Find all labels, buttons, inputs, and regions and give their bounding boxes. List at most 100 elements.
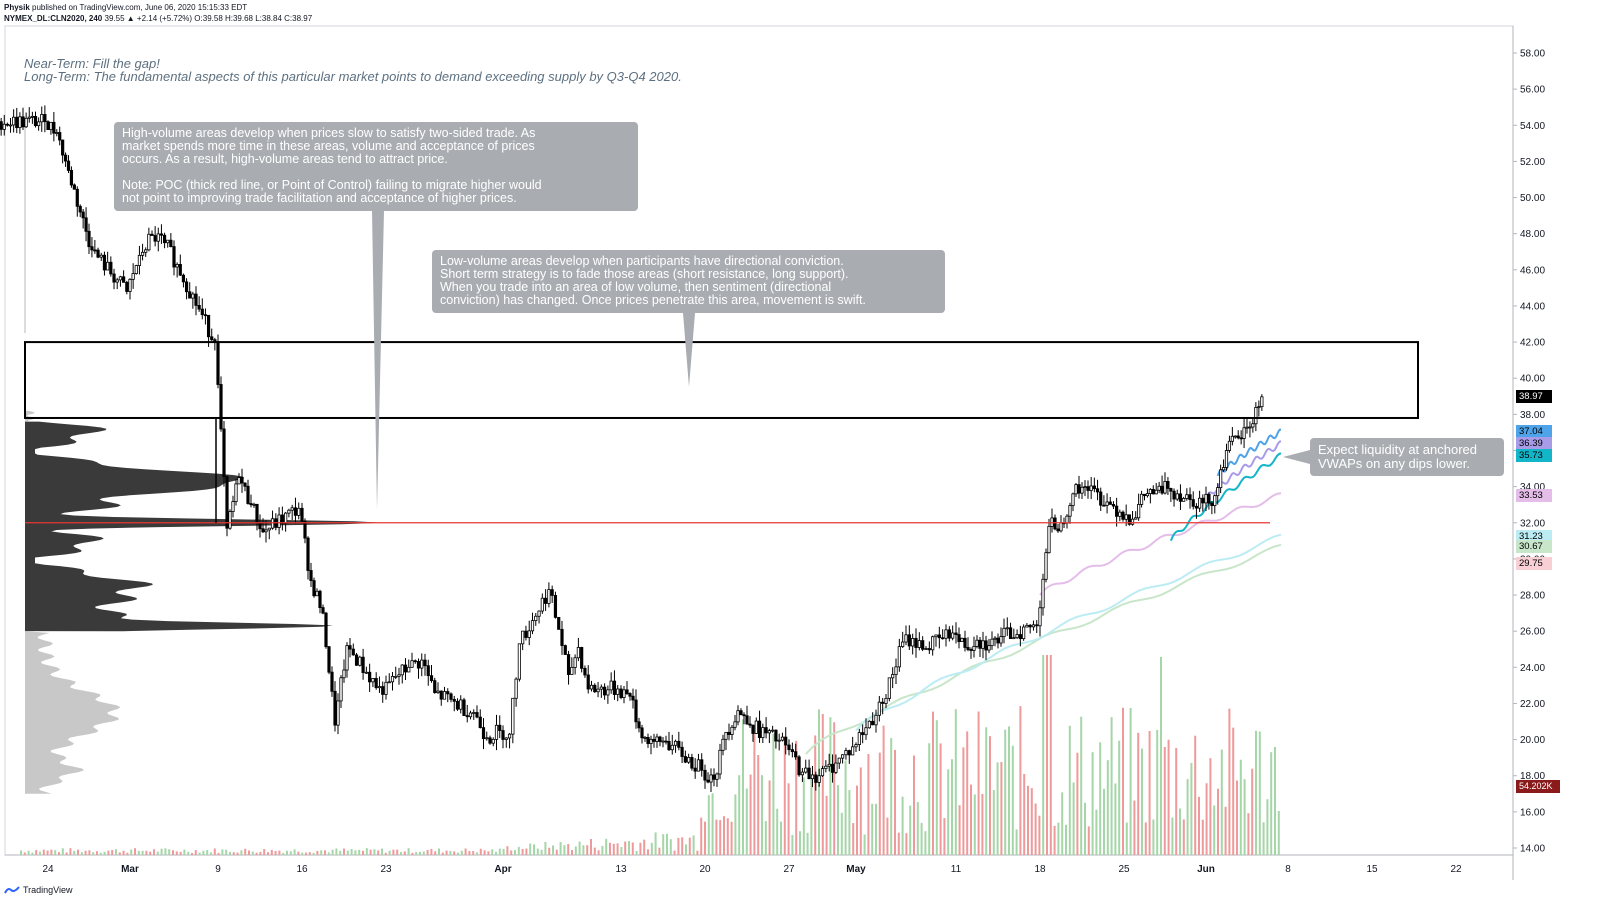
candle-body [854,744,858,748]
candle-body [1056,528,1060,532]
candle-body [557,616,561,630]
volume-bar [54,850,57,855]
candle-body [1233,435,1237,438]
volume-bar [1175,748,1178,855]
volume-bar [1068,725,1071,855]
candle-body [361,656,365,674]
candle-body [234,483,238,502]
volume-bar [1046,655,1048,855]
candle-body [847,750,851,756]
volume-bar [354,850,357,855]
tradingview-footer[interactable]: TradingView [4,885,73,895]
candle-body [881,701,885,704]
volume-bar [1091,752,1094,855]
candle-body [364,671,368,674]
candle-body [287,509,291,514]
volume-bar [339,850,342,855]
volume-bar [160,848,163,855]
volume-bar [422,851,425,855]
volume-bar [225,849,228,855]
volume-bar [282,852,285,855]
price-tick-label: 22.00 [1520,699,1545,710]
candle-body [125,281,129,292]
time-tick-label: 11 [951,864,962,875]
volume-bar [495,851,497,855]
candle-body [1254,407,1258,425]
candle-body [1134,517,1138,520]
candle-body [188,291,192,299]
candle-body [1099,491,1103,506]
candle-body [1175,493,1179,500]
candle-body [147,233,151,251]
candle-body [784,736,788,746]
candle-body [1002,627,1006,638]
candle-body [566,654,571,675]
candle-body [358,656,362,666]
candle-body [754,720,758,734]
volume-bar [194,850,197,855]
candle-body [144,249,148,253]
time-tick-label: Jun [1197,864,1215,875]
volume-bar [411,852,414,855]
time-axis: 24 Mar 9 16 23 Apr 13 20 27 May 11 18 25 Jun 8 15 22 [42,864,1462,875]
volume-bar [335,848,338,855]
volume-bar [825,795,828,855]
price-tick-label: 18.00 [1520,771,1545,782]
volume-bar [1065,824,1067,855]
candle-body [996,637,1000,644]
candle-body [206,314,211,338]
volume-bar [1049,655,1052,855]
candle-body [957,634,961,643]
candle-body [907,634,911,647]
candle-body [727,731,731,735]
candle-body [1022,626,1026,640]
volume-bar [620,847,623,855]
volume-bar [122,850,125,855]
candle-body [631,695,635,701]
candle-body [122,276,126,283]
volume-bar [840,812,843,855]
volume-bar [468,850,471,855]
volume-bar [388,850,391,855]
time-tick-label: 13 [615,864,627,875]
volume-bar [343,848,345,855]
candle-body [63,154,68,162]
candle-body [673,740,678,746]
candle-body [507,733,512,739]
candle-body [491,739,495,744]
volume-bar [1110,717,1113,855]
candle-body [580,647,584,669]
tradingview-logo-icon [4,886,20,894]
vwap-pink-tag: 33.53 [1516,488,1552,502]
candle-body [66,160,71,171]
volume-bar [175,851,178,855]
candle-body [761,727,765,739]
candle-body [504,737,508,740]
volume-bar [681,837,684,855]
candle-body [718,749,722,775]
candle-body [963,637,967,648]
candle-body [1172,490,1176,500]
volume-bar [852,823,855,855]
volume-bar [593,847,596,855]
candle-body [345,645,349,671]
volume-bar [327,852,330,855]
volume-bar [795,740,798,855]
volume-bar [1114,783,1117,855]
volume-bar [434,851,437,855]
candle-body [485,737,489,740]
candle-body [222,428,226,478]
volume-bar [1144,822,1147,855]
candle-body [8,124,13,127]
callout-pointer [1283,450,1310,464]
volume-bar [1137,732,1140,855]
volume-bar [1190,762,1193,855]
candle-body [733,721,737,728]
high-volume-callout: High-volume areas develop when prices sl… [114,122,638,211]
candle-body [197,305,201,310]
volume-bar [814,735,817,855]
candle-body [84,217,88,232]
candle-body [1028,624,1032,628]
candle-body [1012,637,1016,640]
